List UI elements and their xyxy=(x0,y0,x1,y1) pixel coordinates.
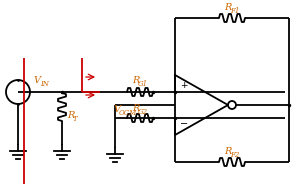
Text: R: R xyxy=(132,104,139,113)
Text: R: R xyxy=(224,147,231,156)
Text: G2: G2 xyxy=(138,108,148,116)
Text: F1: F1 xyxy=(230,7,239,15)
Text: IN: IN xyxy=(40,80,49,88)
Text: +: + xyxy=(180,82,187,91)
Text: R: R xyxy=(132,76,139,85)
Text: R: R xyxy=(67,111,74,120)
Text: V: V xyxy=(34,76,41,85)
Text: OCM: OCM xyxy=(119,109,137,117)
Text: T: T xyxy=(73,115,78,123)
Text: −: − xyxy=(180,119,188,129)
Text: G1: G1 xyxy=(138,80,148,88)
Text: R: R xyxy=(224,3,231,12)
Text: F2: F2 xyxy=(230,151,239,159)
Text: V: V xyxy=(113,105,120,114)
